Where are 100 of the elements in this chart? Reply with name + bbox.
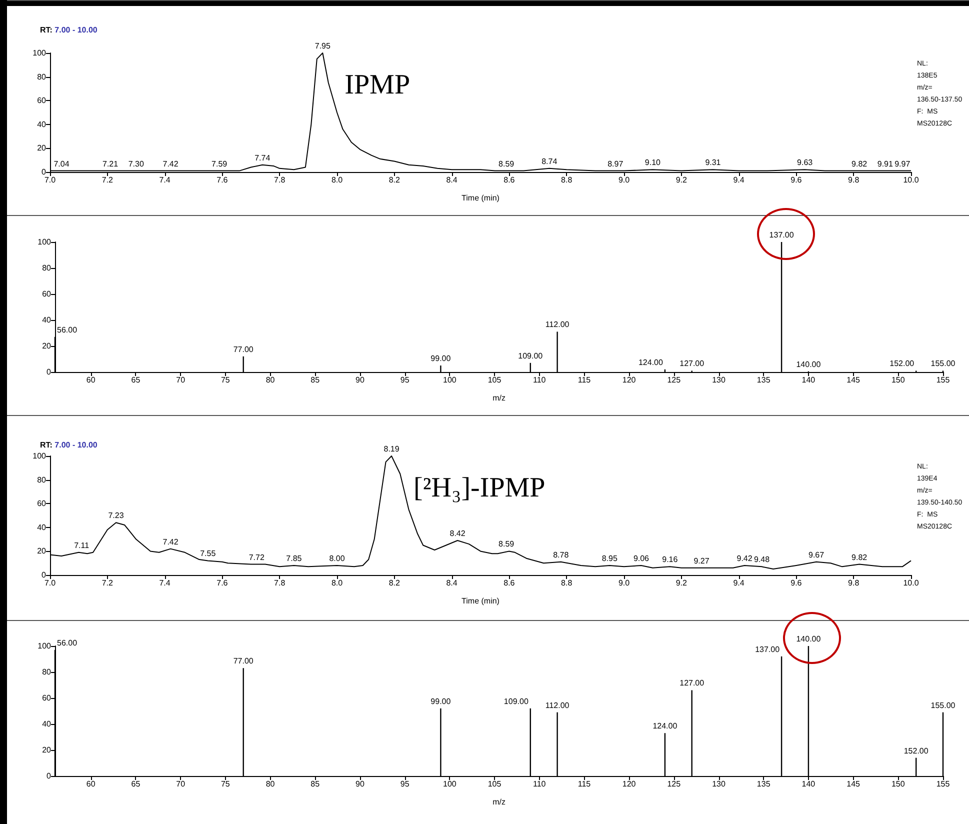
y-tick-label: 100 xyxy=(32,48,47,58)
x-tick-label: 80 xyxy=(266,376,276,384)
annotation: 8.78 xyxy=(553,550,570,560)
x-tick-label: 145 xyxy=(846,780,861,788)
annotation: 7.42 xyxy=(162,537,179,546)
chart-title: RT: 7.00 - 10.00 xyxy=(40,26,98,34)
x-tick-label: 115 xyxy=(578,376,592,384)
x-tick-label: 9.0 xyxy=(618,176,630,184)
annotation: 9.82 xyxy=(852,552,868,562)
annotation: 56.00 xyxy=(57,638,78,648)
x-tick-label: 9.0 xyxy=(618,578,630,588)
y-tick-label: 20 xyxy=(37,546,47,556)
x-tick-label: 155 xyxy=(936,780,950,788)
x-tick-label: 7.6 xyxy=(216,176,228,184)
x-tick-label: 85 xyxy=(310,780,320,788)
annotation: 155.00 xyxy=(930,700,956,710)
y-tick-label: 0 xyxy=(42,570,47,580)
x-tick-label: 8.0 xyxy=(331,176,344,184)
annotation: 7.85 xyxy=(286,554,302,563)
annotation: 77.00 xyxy=(233,656,254,666)
x-tick-label: 140 xyxy=(802,780,816,788)
x-tick-label: 60 xyxy=(86,780,96,788)
x-tick-label: 7.2 xyxy=(102,176,114,184)
y-tick-label: 100 xyxy=(32,452,47,460)
y-tick-label: 40 xyxy=(37,120,47,129)
annotation: 9.31 xyxy=(705,158,722,168)
x-tick-label: 8.6 xyxy=(504,176,516,184)
x-tick-label: 85 xyxy=(310,376,320,384)
chart-title: RT: 7.00 - 10.00 xyxy=(40,440,98,450)
annotation: 152.00 xyxy=(890,359,915,368)
y-tick-label: 0 xyxy=(46,772,52,780)
annotation: 77.00 xyxy=(233,344,254,354)
x-tick-label: 7.2 xyxy=(102,578,114,588)
annotation: 8.19 xyxy=(384,444,400,454)
annotation: IPMP xyxy=(344,70,410,100)
x-tick-label: 8.2 xyxy=(388,176,401,184)
y-tick-label: 0 xyxy=(46,368,52,376)
annotation: 8.97 xyxy=(608,159,624,168)
annotation: 7.11 xyxy=(74,540,90,550)
x-tick-label: 90 xyxy=(356,376,365,384)
x-tick-label: 8.2 xyxy=(388,578,401,588)
annotation: 9.10 xyxy=(644,158,662,168)
annotation: 9.16 xyxy=(662,555,678,564)
annotation: 140.00 xyxy=(796,634,822,644)
annotation: 9.82 xyxy=(852,159,868,168)
x-tick-label: 8.8 xyxy=(561,578,573,588)
annotation: 8.59 xyxy=(498,540,515,549)
x-tick-label: 155 xyxy=(936,376,950,384)
x-tick-label: 10.0 xyxy=(903,578,920,588)
x-tick-label: 8.4 xyxy=(446,578,458,588)
annotation: 99.00 xyxy=(430,696,452,706)
x-tick-label: 75 xyxy=(220,780,230,788)
annotation: 124.00 xyxy=(638,358,664,367)
x-tick-label: 65 xyxy=(131,376,141,384)
annotation: 8.59 xyxy=(498,159,515,168)
y-tick-label: 20 xyxy=(37,144,47,153)
x-tick-label: 8.0 xyxy=(331,578,344,588)
y-tick-label: 60 xyxy=(42,290,52,298)
annotation: 9.06 xyxy=(633,554,650,563)
y-tick-label: 40 xyxy=(42,316,52,324)
x-tick-label: 7.6 xyxy=(216,578,228,588)
annotation: 7.30 xyxy=(128,159,144,168)
annotation: 127.00 xyxy=(680,359,705,368)
x-tick-label: 75 xyxy=(220,376,230,384)
x-tick-label: 150 xyxy=(891,376,906,384)
annotation: 9.97 xyxy=(894,159,911,168)
annotation: 7.72 xyxy=(248,552,265,562)
annotation: 109.00 xyxy=(518,351,544,360)
x-tick-label: 115 xyxy=(578,780,592,788)
annotation: 155.00 xyxy=(930,359,956,368)
x-tick-label: 110 xyxy=(532,376,546,384)
annotation: 9.42 xyxy=(736,554,753,563)
x-tick-label: 9.2 xyxy=(676,176,688,184)
y-tick-label: 80 xyxy=(37,475,47,484)
x-tick-label: 90 xyxy=(356,780,365,788)
annotation: [²H₃]-IPMP xyxy=(414,472,546,504)
annotation: 7.23 xyxy=(108,511,124,520)
annotation: 7.21 xyxy=(102,159,119,168)
x-tick-label: 135 xyxy=(756,780,771,788)
annotation: 7.04 xyxy=(54,159,70,168)
x-tick-label: 9.6 xyxy=(790,176,802,184)
y-tick-label: 80 xyxy=(42,668,52,676)
x-tick-label: 95 xyxy=(400,780,410,788)
x-tick-label: 125 xyxy=(667,376,682,384)
x-tick-label: 9.8 xyxy=(848,578,860,588)
x-tick-label: 125 xyxy=(667,780,682,788)
x-tick-label: 110 xyxy=(532,780,546,788)
annotation: 9.67 xyxy=(808,550,825,560)
x-tick-label: 8.4 xyxy=(446,176,458,184)
x-tick-label: 70 xyxy=(176,780,186,788)
x-tick-label: 135 xyxy=(756,376,771,384)
x-axis-title: Time (min) xyxy=(462,596,500,606)
x-tick-label: 145 xyxy=(846,376,861,384)
annotation: 8.42 xyxy=(450,528,466,538)
y-tick-label: 40 xyxy=(37,522,47,532)
annotation: 109.00 xyxy=(504,696,529,706)
y-tick-label: 0 xyxy=(42,168,47,176)
x-tick-label: 9.8 xyxy=(848,176,860,184)
x-tick-label: 65 xyxy=(131,780,141,788)
annotation: 7.42 xyxy=(162,159,179,168)
